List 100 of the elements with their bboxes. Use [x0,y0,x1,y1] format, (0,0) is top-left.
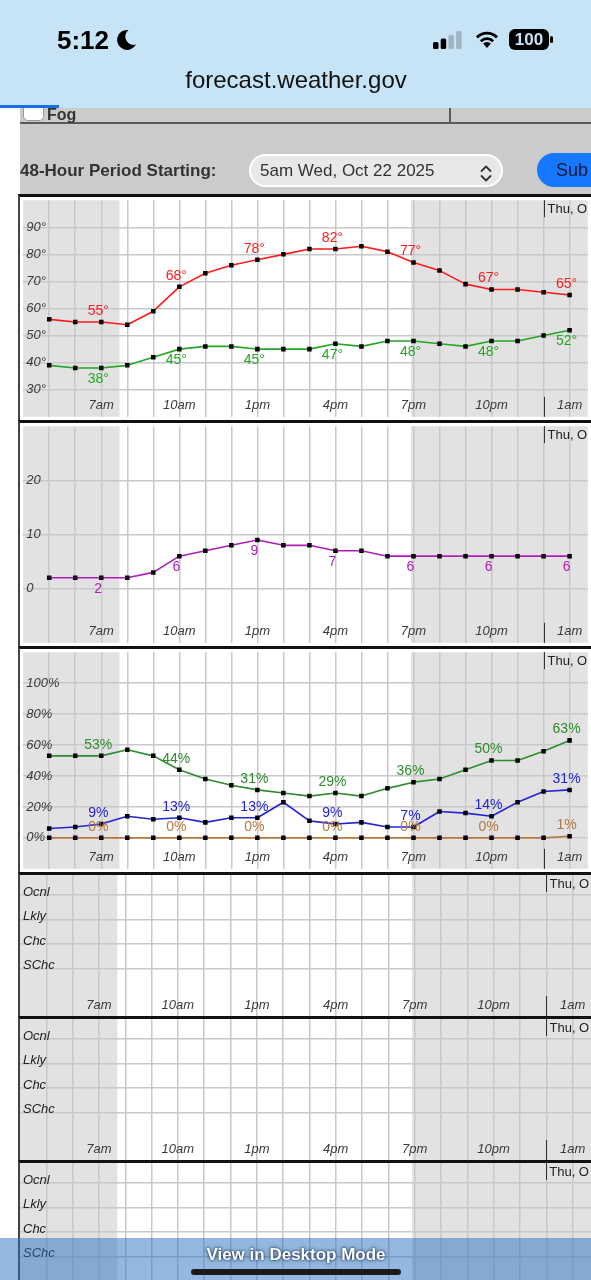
data-label: 31% [552,769,581,786]
x-tick-label: 7am [86,1140,112,1156]
x-tick-label: 1am [556,397,583,413]
y-tick-label: SChc [23,957,56,973]
x-tick-label: 7am [88,397,115,413]
x-tick-label: 10am [163,397,196,413]
x-tick-label: 1am [556,623,583,639]
y-tick-label: Lkly [23,1052,48,1068]
data-label: 13% [162,797,191,814]
data-label: 1% [556,816,577,833]
x-tick-label: 7pm [400,397,427,413]
x-tick-label: 1pm [244,849,271,865]
data-label: 82° [321,228,344,245]
data-label: 45° [243,350,265,367]
y-tick-label: 20 [25,471,42,487]
data-label: 9 [250,541,259,558]
x-tick-label: 10pm [475,397,508,413]
legend-label: Thu, O [547,200,588,216]
data-label: 67° [477,269,500,286]
y-tick-label: Chc [23,1220,47,1236]
y-tick-label: SChc [23,1101,56,1117]
y-tick-label: Ocnl [23,883,51,899]
text: forecast.weather.gov [185,66,407,94]
y-tick-label: 100% [26,674,60,690]
data-label: 65° [556,274,578,291]
x-tick-label: 1pm [244,1140,270,1156]
data-label: 55° [87,301,109,318]
x-tick-label: 1am [559,996,586,1012]
data-label: 29% [318,772,347,789]
data-label: 6 [172,558,181,575]
legend-label: Thu, O [547,426,588,442]
x-tick-label: 7pm [402,1140,428,1156]
y-tick-label: 0% [26,829,45,845]
x-tick-label: 7am [86,996,112,1012]
y-tick-label: Lkly [23,908,48,924]
data-label: 38° [87,369,109,386]
y-tick-label: Lkly [23,1196,48,1212]
y-tick-label: Ocnl [23,1027,51,1043]
y-tick-label: SChc [23,1245,56,1261]
data-label: 48° [477,342,500,359]
data-label: 9% [322,803,343,820]
y-tick-label: 10 [26,526,42,542]
x-tick-label: 10am [163,623,196,639]
data-label: 6 [562,558,571,575]
data-label: 77° [399,242,422,259]
data-label: 68° [165,266,187,283]
y-tick-label: Chc [23,932,47,948]
y-tick-label: 50° [26,327,46,343]
x-tick-label: 4pm [322,397,349,413]
x-tick-label: 4pm [323,1140,349,1156]
data-label: 31% [240,769,269,786]
text: 48-Hour Period Starting: [20,161,217,181]
data-label: 14% [474,796,503,813]
y-tick-label: 40° [26,354,46,370]
data-label: 63% [552,720,581,737]
ref-line-label: Thu, O [549,875,590,891]
y-tick-label: 90° [26,218,46,234]
x-tick-label: 10pm [475,849,508,865]
data-label: 52° [556,332,578,349]
ref-line-label: Thu, O [549,1019,590,1035]
y-tick-label: Chc [23,1076,47,1092]
y-tick-label: 60° [26,300,46,316]
data-label: 0% [166,817,187,834]
data-label: 44% [162,749,191,766]
y-tick-label: 60% [26,736,53,752]
x-tick-label: 10am [161,996,195,1012]
x-tick-label: 1am [556,849,583,865]
text: 5:12 [57,25,110,55]
y-tick-label: 80% [26,705,53,721]
y-tick-label: 80° [26,245,46,261]
x-tick-label: 10am [163,849,196,865]
data-label: 6 [484,558,493,575]
data-label: 0% [478,817,499,834]
y-tick-label: 40% [26,767,53,783]
data-label: 53% [84,735,113,752]
data-label: 0% [244,817,265,834]
y-tick-label: Ocnl [23,1171,51,1187]
x-tick-label: 10pm [477,1140,511,1156]
annotation: Thu, O [549,1163,589,1179]
annotation: View in Desktop Mode [206,1245,386,1265]
x-tick-label: 10am [161,1140,195,1156]
x-tick-label: 4pm [322,623,349,639]
x-tick-label: 7pm [402,996,428,1012]
x-tick-label: 4pm [323,996,349,1012]
text: Fog [47,106,77,123]
x-tick-label: 1am [559,1140,586,1156]
y-tick-label: 70° [26,273,46,289]
x-tick-label: 7pm [400,849,427,865]
x-tick-label: 4pm [322,849,349,865]
x-tick-label: 7am [88,623,115,639]
x-tick-label: 10pm [475,623,508,639]
x-tick-label: 1pm [244,623,271,639]
dropdown: 5am Wed, Oct 22 2025 [249,154,503,187]
y-tick-label: 30° [26,381,46,397]
data-label: 47° [321,345,344,362]
data-label: 2 [94,579,103,596]
y-tick-label: 20% [25,798,53,814]
button: Sub [537,153,591,187]
data-label: 36% [396,762,425,779]
data-label: 9% [88,803,109,820]
